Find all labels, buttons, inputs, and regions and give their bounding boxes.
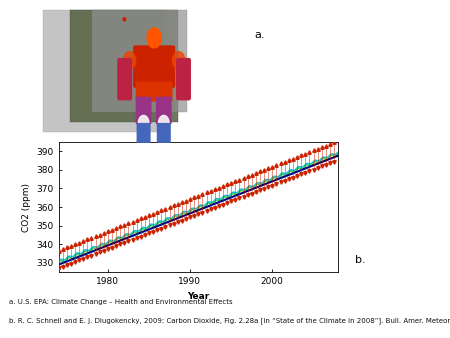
FancyBboxPatch shape bbox=[157, 123, 171, 143]
FancyBboxPatch shape bbox=[133, 45, 175, 88]
Circle shape bbox=[147, 28, 161, 48]
FancyBboxPatch shape bbox=[176, 58, 191, 100]
FancyBboxPatch shape bbox=[148, 39, 160, 52]
FancyBboxPatch shape bbox=[136, 81, 172, 102]
Text: b. R. C. Schnell and E. J. Dlugokencky, 2009: Carbon Dioxide, Fig. 2.28a [in “St: b. R. C. Schnell and E. J. Dlugokencky, … bbox=[9, 317, 450, 324]
Text: b.: b. bbox=[356, 255, 366, 265]
FancyBboxPatch shape bbox=[137, 123, 151, 143]
FancyBboxPatch shape bbox=[136, 97, 152, 124]
FancyBboxPatch shape bbox=[156, 97, 172, 124]
Y-axis label: CO2 (ppm): CO2 (ppm) bbox=[22, 183, 31, 232]
Circle shape bbox=[158, 115, 169, 130]
X-axis label: Year: Year bbox=[187, 291, 209, 300]
Text: ●: ● bbox=[122, 16, 126, 21]
Text: a.: a. bbox=[254, 30, 265, 41]
Circle shape bbox=[172, 52, 185, 69]
Circle shape bbox=[138, 115, 149, 130]
Circle shape bbox=[123, 52, 136, 69]
Text: a. U.S. EPA: Climate Change – Health and Environmental Effects: a. U.S. EPA: Climate Change – Health and… bbox=[9, 299, 233, 305]
FancyBboxPatch shape bbox=[117, 58, 132, 100]
